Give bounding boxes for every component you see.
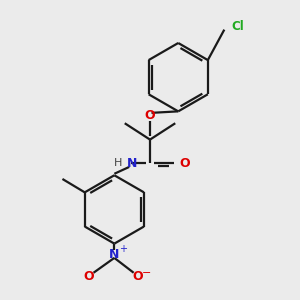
Text: N: N: [109, 248, 119, 260]
Text: H: H: [114, 158, 122, 168]
Text: O: O: [145, 109, 155, 122]
Text: O: O: [133, 270, 143, 283]
Text: Cl: Cl: [232, 20, 244, 33]
Text: N: N: [127, 157, 137, 170]
Text: −: −: [142, 268, 151, 278]
Text: O: O: [180, 157, 190, 170]
Text: +: +: [119, 244, 127, 254]
Text: O: O: [84, 270, 94, 283]
